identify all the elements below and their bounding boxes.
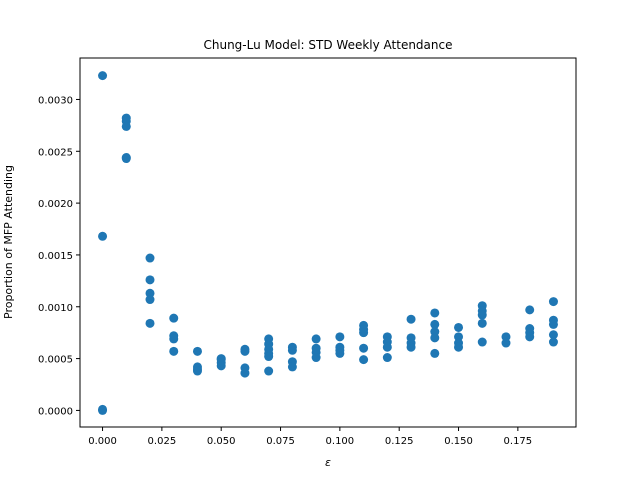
data-point: [145, 275, 155, 285]
x-tick-label: 0.100: [326, 436, 355, 447]
x-tick-label: 0.125: [385, 436, 414, 447]
data-point: [501, 332, 511, 342]
data-point: [311, 353, 321, 363]
y-tick-label: 0.0020: [38, 199, 73, 210]
data-point: [430, 319, 440, 329]
data-point: [548, 330, 558, 340]
y-tick-label: 0.0010: [38, 303, 73, 314]
y-tick-label: 0.0000: [38, 406, 73, 417]
data-point: [98, 71, 108, 81]
data-point: [359, 343, 369, 353]
plot-area: [79, 57, 577, 428]
x-tick-label: 0.000: [88, 436, 117, 447]
data-point: [311, 334, 321, 344]
data-point: [406, 342, 416, 352]
data-point: [382, 353, 392, 363]
data-point: [192, 366, 202, 376]
data-point: [287, 362, 297, 372]
data-point: [430, 308, 440, 318]
data-point: [454, 332, 464, 342]
data-point: [359, 355, 369, 365]
data-point: [169, 334, 179, 344]
x-axis: 0.000 0.025 0.050 0.075 0.100 0.125 0.150 0.175: [88, 427, 532, 447]
data-point: [477, 318, 487, 328]
data-point: [264, 352, 274, 362]
data-point: [548, 337, 558, 347]
data-point: [240, 346, 250, 356]
data-point: [216, 361, 226, 371]
data-point: [98, 404, 108, 414]
data-point: [145, 318, 155, 328]
data-point: [430, 333, 440, 343]
data-point: [406, 314, 416, 324]
x-tick-label: 0.025: [148, 436, 177, 447]
y-tick-label: 0.0030: [38, 95, 73, 106]
data-point: [454, 322, 464, 332]
chart-title: Chung-Lu Model: STD Weekly Attendance: [203, 38, 452, 52]
data-point: [430, 327, 440, 337]
x-axis-label: ε: [325, 456, 331, 469]
data-point: [287, 345, 297, 355]
data-point: [359, 328, 369, 338]
x-tick-label: 0.050: [207, 436, 236, 447]
data-point: [335, 332, 345, 342]
data-point: [477, 337, 487, 347]
data-point: [548, 297, 558, 307]
x-tick-label: 0.175: [504, 436, 533, 447]
y-axis-label: Proportion of MFP Attending: [2, 165, 15, 319]
data-point: [501, 338, 511, 348]
y-tick-label: 0.0015: [38, 251, 73, 262]
y-tick-label: 0.0025: [38, 147, 73, 158]
x-tick-label: 0.075: [266, 436, 295, 447]
data-point: [382, 342, 392, 352]
data-point: [121, 154, 131, 164]
data-point: [145, 288, 155, 298]
data-point: [525, 332, 535, 342]
data-point: [145, 295, 155, 305]
data-point: [169, 313, 179, 323]
data-points: [98, 71, 558, 415]
data-point: [240, 368, 250, 378]
data-point: [98, 231, 108, 241]
data-point: [525, 305, 535, 315]
data-point: [430, 348, 440, 358]
x-tick-label: 0.150: [444, 436, 473, 447]
data-point: [121, 121, 131, 131]
data-point: [192, 346, 202, 356]
data-point: [335, 348, 345, 358]
y-axis: 0.0000 0.0005 0.0010 0.0015 0.0020 0.0025 0.00…: [38, 95, 80, 417]
data-point: [454, 342, 464, 352]
data-point: [145, 253, 155, 263]
data-point: [477, 310, 487, 320]
data-point: [264, 366, 274, 376]
data-point: [169, 346, 179, 356]
data-point: [548, 319, 558, 329]
y-tick-label: 0.0005: [38, 355, 73, 366]
